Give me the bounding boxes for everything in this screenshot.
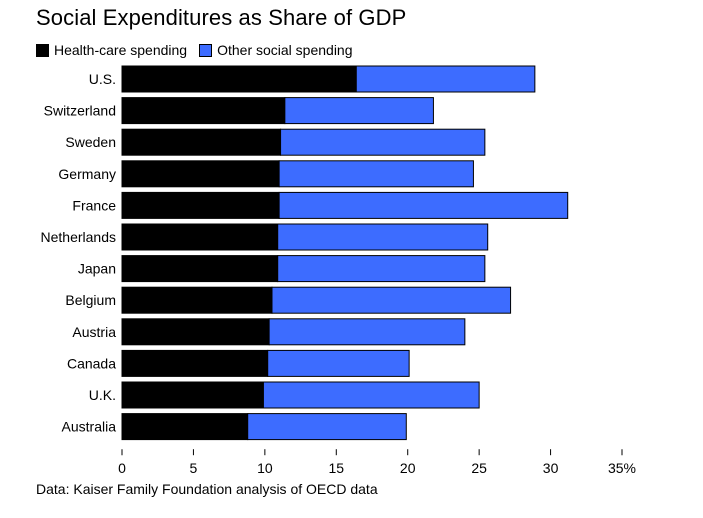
bar-health-switzerland xyxy=(121,97,286,125)
category-label-u-k: U.K. xyxy=(89,387,116,403)
bar-other-canada xyxy=(267,349,410,377)
category-label-u-s: U.S. xyxy=(89,71,116,87)
legend-label-other: Other social spending xyxy=(217,42,353,58)
category-label-france: France xyxy=(72,197,116,213)
bar-other-belgium xyxy=(271,286,512,314)
bar-health-netherlands xyxy=(121,223,279,251)
source-note: Data: Kaiser Family Foundation analysis … xyxy=(36,481,378,497)
bar-health-canada xyxy=(121,349,269,377)
chart-legend: Health-care spending Other social spendi… xyxy=(36,42,365,58)
legend-item-health: Health-care spending xyxy=(36,42,187,58)
bar-health-japan xyxy=(121,255,279,283)
bar-other-germany xyxy=(278,160,474,188)
x-tick-label: 0 xyxy=(118,460,126,476)
x-tick-label: 25 xyxy=(471,460,487,476)
bar-other-france xyxy=(278,191,569,219)
bar-other-u-s xyxy=(355,65,536,93)
bar-health-belgium xyxy=(121,286,273,314)
legend-swatch-other xyxy=(199,43,213,57)
chart-title: Social Expenditures as Share of GDP xyxy=(36,5,407,30)
category-label-netherlands: Netherlands xyxy=(41,229,117,245)
bar-other-u-k xyxy=(262,381,480,409)
bar-health-sweden xyxy=(121,128,282,156)
bar-other-netherlands xyxy=(277,223,489,251)
category-label-canada: Canada xyxy=(67,355,116,371)
bar-health-austria xyxy=(121,318,270,346)
legend-item-other: Other social spending xyxy=(199,42,353,58)
category-label-germany: Germany xyxy=(58,166,116,182)
bar-health-france xyxy=(121,191,280,219)
x-tick-label: 5 xyxy=(190,460,198,476)
category-label-switzerland: Switzerland xyxy=(44,103,116,119)
category-label-sweden: Sweden xyxy=(65,134,116,150)
category-label-austria: Austria xyxy=(72,324,116,340)
category-label-belgium: Belgium xyxy=(65,292,116,308)
bar-other-australia xyxy=(247,413,407,441)
bar-health-australia xyxy=(121,413,249,441)
category-label-australia: Australia xyxy=(62,419,117,435)
bar-other-austria xyxy=(268,318,466,346)
bar-other-japan xyxy=(277,255,486,283)
x-tick-label: 10 xyxy=(257,460,273,476)
x-tick-label: 35% xyxy=(608,460,636,476)
bar-health-germany xyxy=(121,160,280,188)
legend-label-health: Health-care spending xyxy=(54,42,188,58)
x-tick-label: 15 xyxy=(328,460,344,476)
category-label-japan: Japan xyxy=(78,261,116,277)
bar-health-u-k xyxy=(121,381,264,409)
x-tick-label: 30 xyxy=(543,460,559,476)
bar-other-switzerland xyxy=(284,97,434,125)
x-tick-label: 20 xyxy=(400,460,416,476)
legend-swatch-health xyxy=(36,43,49,57)
bar-health-u-s xyxy=(121,65,357,93)
bar-other-sweden xyxy=(280,128,486,156)
